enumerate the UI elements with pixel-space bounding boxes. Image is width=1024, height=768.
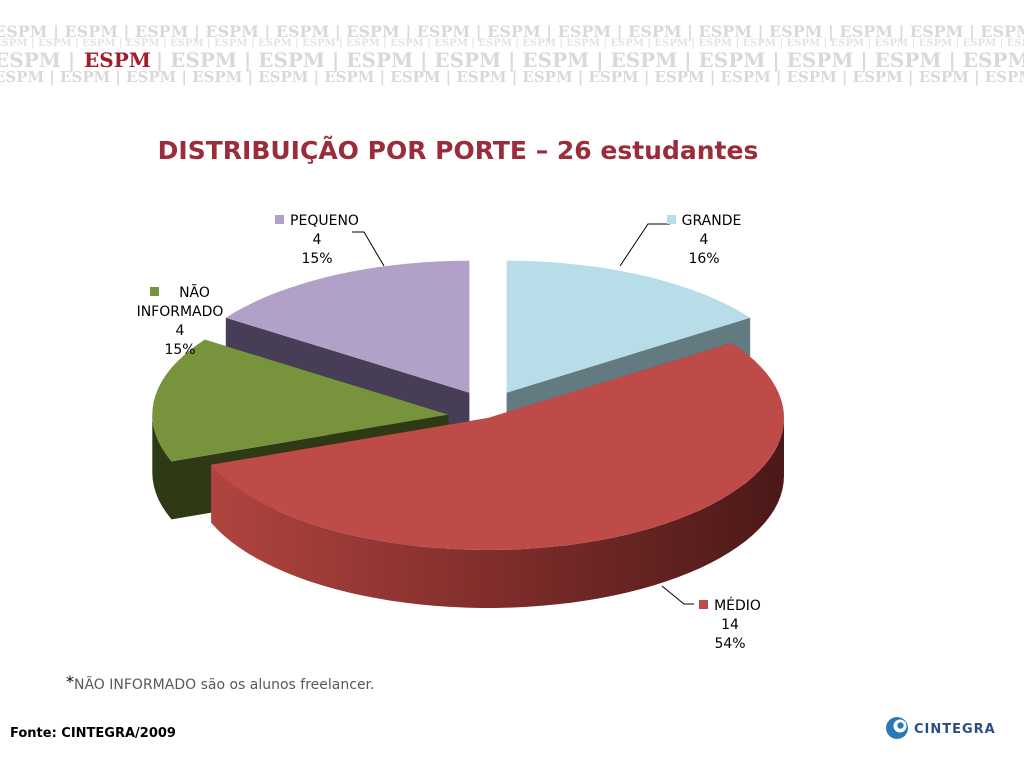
footnote-text: NÃO INFORMADO são os alunos freelancer. [74, 677, 375, 693]
legend-swatch-grande [666, 215, 676, 224]
label-pequeno-name: PEQUENO [290, 213, 359, 229]
pie-slice-grande [506, 260, 751, 393]
cintegra-logo-text: CINTEGRA [914, 722, 996, 737]
label-medio-name: MÉDIO [714, 598, 761, 614]
data-label-pequeno: PEQUENO 4 15% [262, 212, 372, 269]
label-grande-name: GRANDE [681, 213, 742, 229]
footnote: *NÃO INFORMADO são os alunos freelancer. [66, 672, 374, 693]
leader-line-pequeno [352, 231, 385, 267]
header-banner: ESPM | ESPM | ESPM | ESPM | ESPM | ESPM … [0, 0, 1024, 96]
label-nao-informado-line2: INFORMADO [136, 304, 224, 320]
pie-slice-medio [211, 343, 784, 550]
banner-pattern-row: ESPM | ESPM | ESPM | ESPM | ESPM | ESPM … [0, 38, 1024, 49]
cintegra-logo: CINTEGRA [884, 715, 1004, 743]
legend-swatch-pequeno [275, 215, 285, 224]
pie-slice-medio-side [211, 418, 784, 608]
label-pequeno-percent: 15% [301, 251, 333, 267]
label-medio-value: 14 [721, 617, 739, 633]
label-medio-percent: 54% [714, 636, 746, 652]
data-label-medio: MÉDIO 14 54% [680, 597, 780, 654]
leader-line-medio [661, 585, 694, 605]
label-pequeno-value: 4 [312, 232, 322, 248]
leader-line-grande [619, 223, 670, 267]
pie-slice-nao-informado-side [152, 414, 172, 520]
legend-swatch-medio [699, 600, 709, 609]
label-nao-informado-value: 4 [175, 323, 185, 339]
label-nao-informado-line1: NÃO [179, 285, 210, 301]
banner-pattern-row: ESPM | ESPM | ESPM | ESPM | ESPM | ESPM … [0, 48, 1024, 72]
pie-slice-nao-informado [152, 339, 449, 462]
banner-pattern-row: ESPM | ESPM | ESPM | ESPM | ESPM | ESPM … [0, 22, 1024, 41]
pie-slice-pequeno [225, 260, 470, 393]
espm-logo: ESPM [82, 48, 153, 72]
legend-swatch-nao-informado [150, 287, 160, 296]
label-grande-value: 4 [699, 232, 709, 248]
banner-pattern-row: ESPM | ESPM | ESPM | ESPM | ESPM | ESPM … [0, 68, 1024, 86]
label-grande-percent: 16% [688, 251, 720, 267]
source-text: Fonte: CINTEGRA/2009 [10, 726, 176, 741]
label-nao-informado-percent: 15% [164, 342, 196, 358]
data-label-nao-informado: NÃO INFORMADO 4 15% [128, 284, 232, 360]
footnote-asterisk: * [66, 672, 74, 691]
data-label-grande: GRANDE 4 16% [654, 212, 754, 269]
cintegra-logo-icon [886, 717, 908, 739]
chart-title: DISTRIBUIÇÃO POR PORTE – 26 estudantes [157, 136, 759, 165]
